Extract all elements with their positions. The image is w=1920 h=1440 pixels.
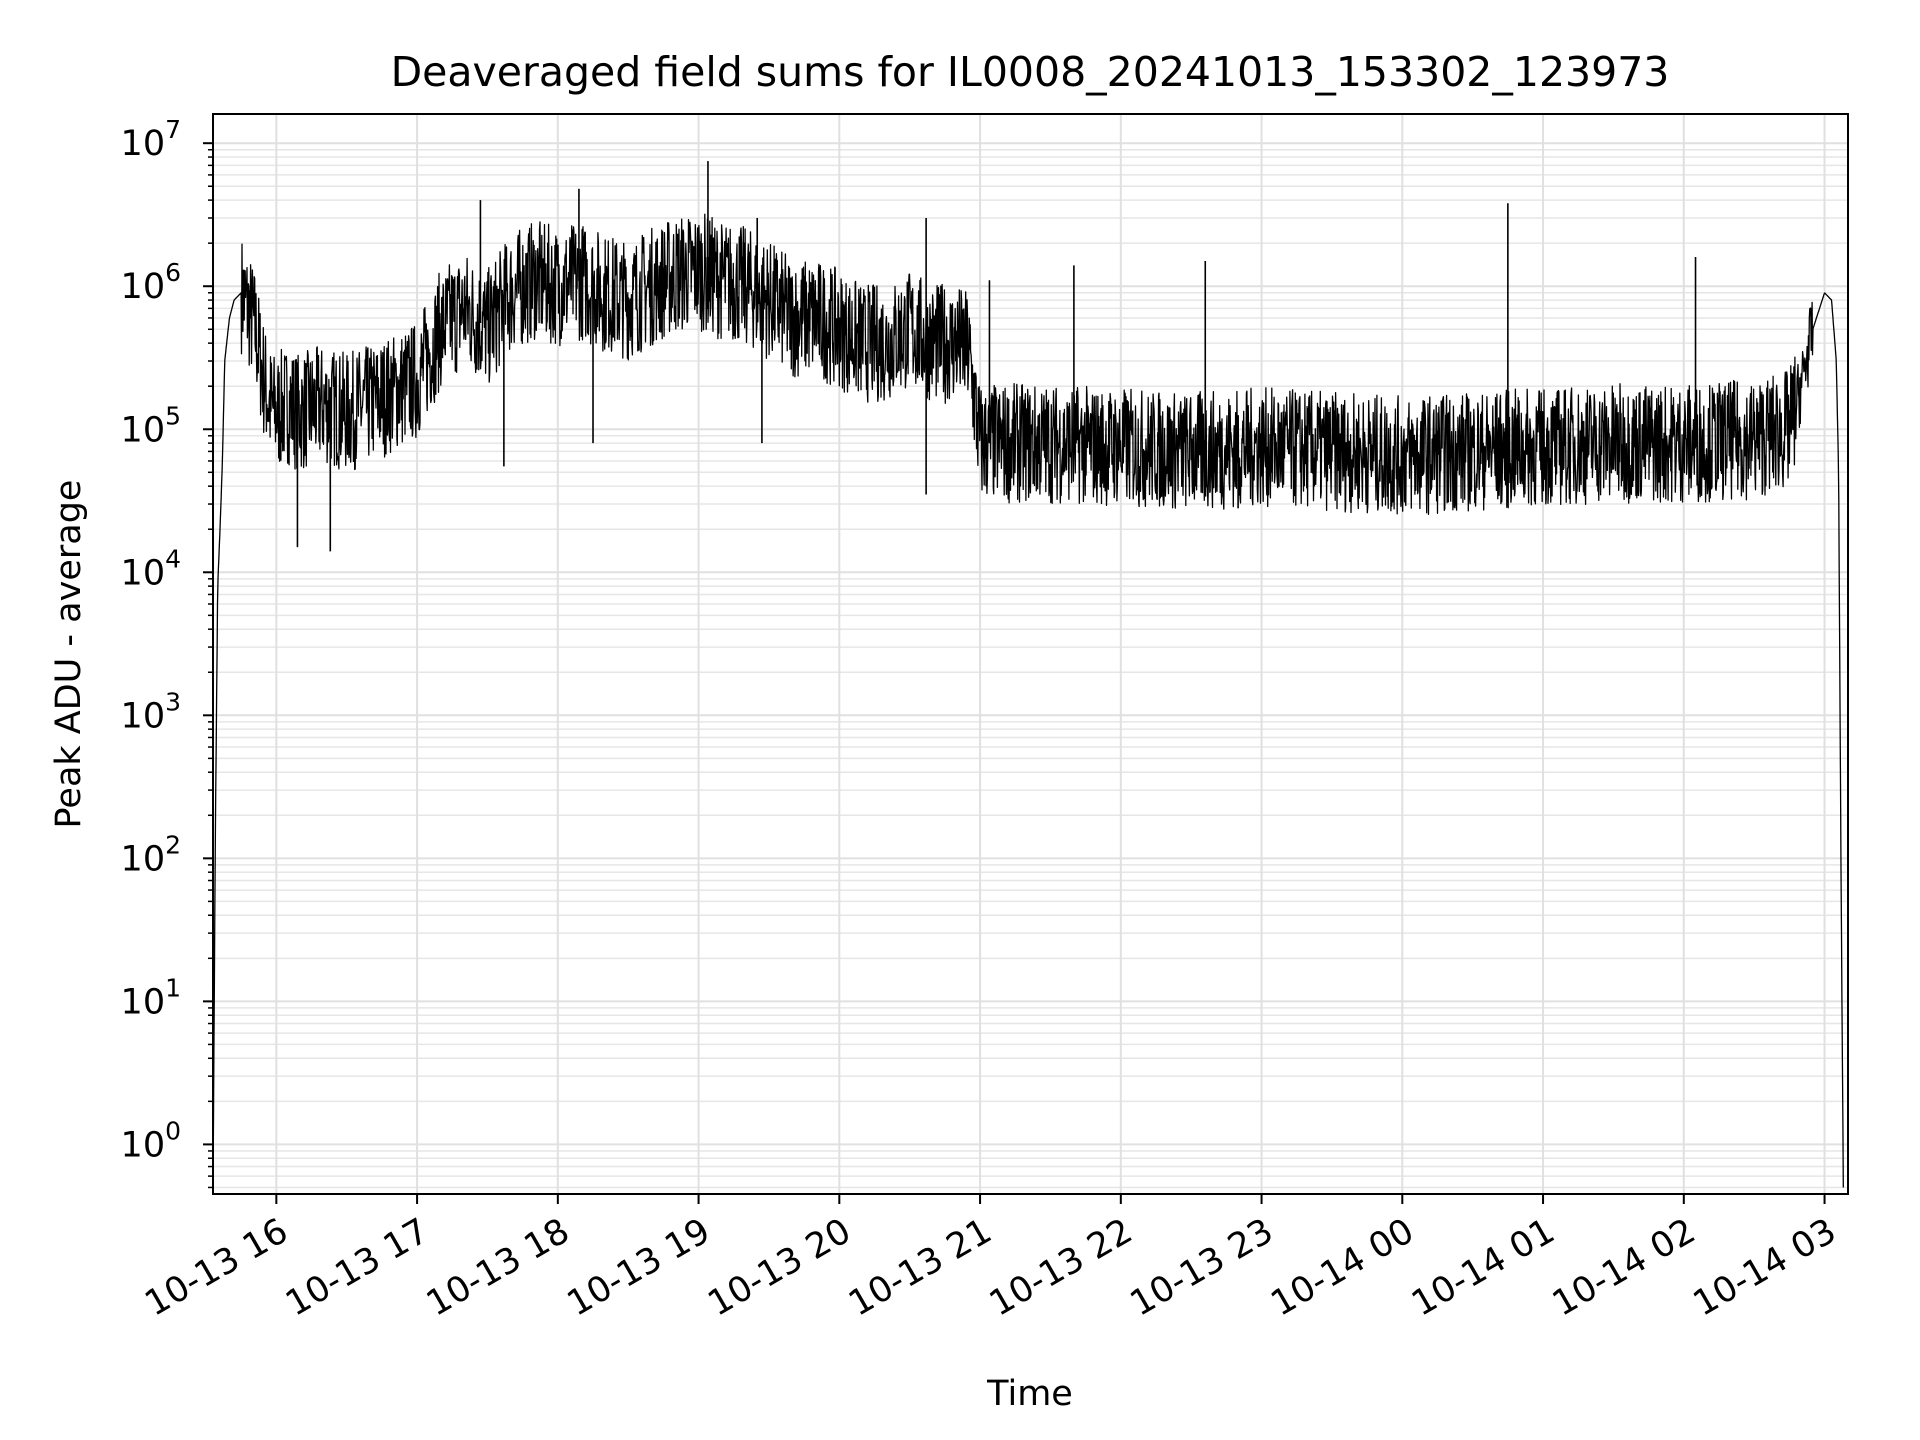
y-tick-label: 105 (121, 401, 181, 450)
x-tick-label: 10-13 22 (983, 1211, 1139, 1324)
y-tick-label: 101 (121, 973, 181, 1022)
x-tick-label: 10-14 02 (1546, 1211, 1702, 1324)
y-tick-label: 103 (121, 687, 181, 736)
x-tick-label: 10-14 01 (1405, 1211, 1561, 1324)
y-tick-label: 106 (121, 258, 181, 307)
x-tick-label: 10-13 19 (561, 1211, 717, 1324)
x-tick-label: 10-13 23 (1124, 1211, 1280, 1324)
x-tick-label: 10-13 20 (702, 1211, 858, 1324)
x-tick-label: 10-13 16 (139, 1211, 295, 1324)
x-tick-label: 10-14 03 (1687, 1211, 1843, 1324)
y-axis-label: Peak ADU - average (49, 480, 89, 829)
y-tick-label: 104 (121, 544, 181, 593)
chart-title: Deaveraged field sums for IL0008_2024101… (391, 48, 1670, 96)
y-tick-label: 102 (121, 830, 181, 879)
x-tick-label: 10-13 17 (279, 1211, 435, 1324)
x-tick-label: 10-13 21 (842, 1211, 998, 1324)
x-tick-label: 10-14 00 (1265, 1211, 1421, 1324)
series-line (212, 213, 1844, 1188)
plot-frame (212, 113, 1849, 1195)
y-tick-label: 107 (121, 115, 181, 164)
y-tick-label: 100 (121, 1116, 181, 1165)
series-layer (212, 161, 1844, 1188)
grid-layer (213, 114, 1848, 1194)
x-tick-label: 10-13 18 (420, 1211, 576, 1324)
x-axis-label: Time (986, 1374, 1073, 1414)
